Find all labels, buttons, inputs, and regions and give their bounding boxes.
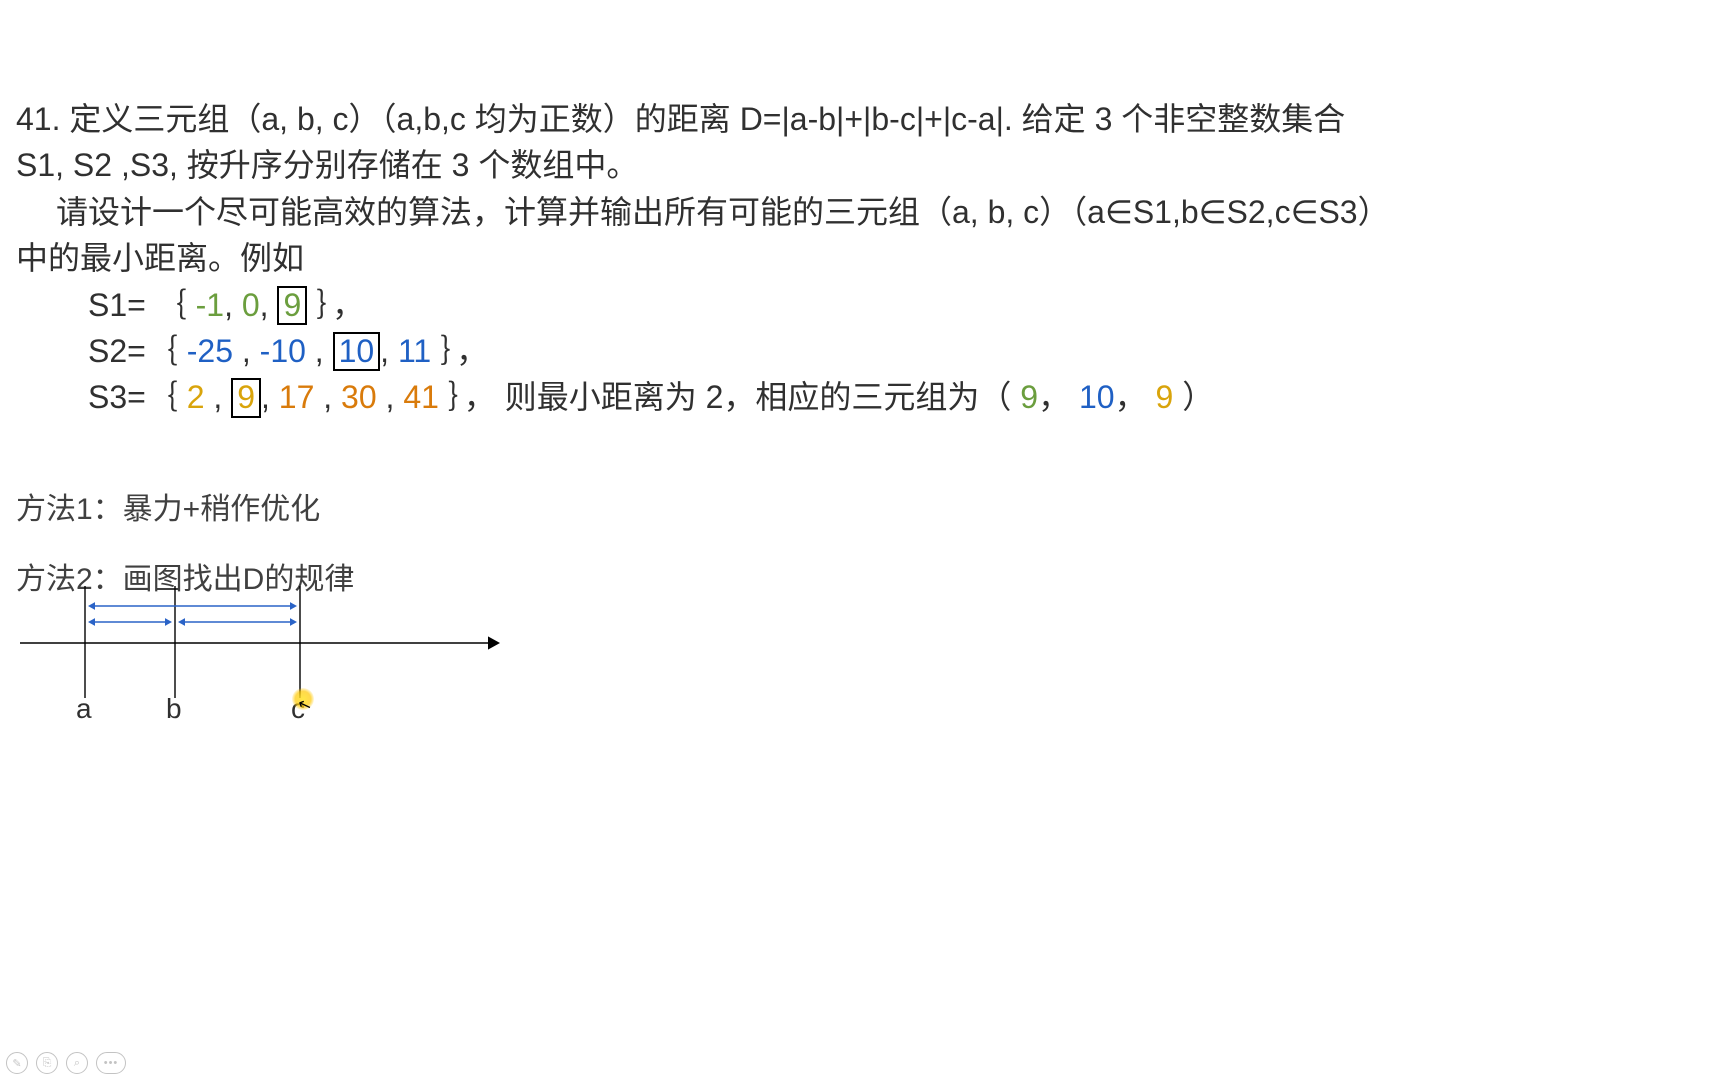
s3-suffix: ｝， <box>448 379 496 415</box>
s2-val-2-boxed: 10 <box>333 332 381 371</box>
set-s2: S2=｛ -25 , -10 , 10, 11 ｝， <box>16 328 1712 374</box>
set-s1: S1= ｛ -1, 0, 9 ｝， <box>16 282 1712 328</box>
s2-val-0: -25 <box>187 333 233 369</box>
s2-suffix: ｝， <box>440 333 488 369</box>
s1-val-1: 0 <box>242 287 260 323</box>
s3-val-1-boxed: 9 <box>231 378 261 417</box>
s3-val-0: 2 <box>187 379 205 415</box>
result-val-1: 10 <box>1079 379 1115 415</box>
s2-val-3: 11 <box>398 333 431 369</box>
s1-val-0: -1 <box>196 287 224 323</box>
problem-line-2b: 中的最小距离。例如 <box>16 235 1712 281</box>
s1-val-2-boxed: 9 <box>277 286 307 325</box>
tick-label-a: a <box>76 693 92 725</box>
pencil-icon[interactable]: ✎ <box>6 1052 28 1074</box>
result-val-2: 9 <box>1156 379 1174 415</box>
result-label: 则最小距离为 2，相应的三元组为（ <box>505 379 1012 415</box>
problem-text-1a: 定义三元组（a, b, c）（a,b,c 均为正数）的距离 D=|a-b|+|b… <box>69 101 1345 137</box>
diagram-svg <box>20 570 540 740</box>
result-val-0: 9 <box>1020 379 1038 415</box>
s1-prefix: S1= ｛ <box>88 287 187 323</box>
method-1: 方法1：暴力+稍作优化 <box>16 495 1712 525</box>
s3-prefix: S3=｛ <box>88 379 178 415</box>
tick-label-c: c <box>291 693 305 725</box>
s2-val-1: -10 <box>260 333 306 369</box>
problem-line-1b: S1, S2 ,S3, 按升序分别存储在 3 个数组中。 <box>16 142 1712 188</box>
problem-line-1a: 41. 定义三元组（a, b, c）（a,b,c 均为正数）的距离 D=|a-b… <box>16 96 1712 142</box>
more-icon[interactable]: ••• <box>96 1052 126 1074</box>
problem-number: 41. <box>16 101 60 137</box>
tick-label-b: b <box>166 693 182 725</box>
clipboard-icon[interactable]: ⎘ <box>36 1052 58 1074</box>
number-line-diagram <box>20 570 540 770</box>
s2-prefix: S2=｛ <box>88 333 178 369</box>
s3-val-2: 17 <box>279 379 315 415</box>
page-content: 41. 定义三元组（a, b, c）（a,b,c 均为正数）的距离 D=|a-b… <box>0 0 1728 595</box>
problem-line-2a: 请设计一个尽可能高效的算法，计算并输出所有可能的三元组（a, b, c）（a∈S… <box>16 189 1712 235</box>
s1-suffix: ｝， <box>316 287 364 323</box>
set-s3: S3=｛ 2 , 9, 17 , 30 , 41 ｝， 则最小距离为 2，相应的… <box>16 374 1712 420</box>
bottom-toolbar: ✎ ⎘ ⌕ ••• <box>6 1052 126 1074</box>
s3-val-4: 41 <box>403 379 439 415</box>
s3-val-3: 30 <box>341 379 377 415</box>
result-close: ） <box>1182 379 1214 415</box>
zoom-icon[interactable]: ⌕ <box>66 1052 88 1074</box>
